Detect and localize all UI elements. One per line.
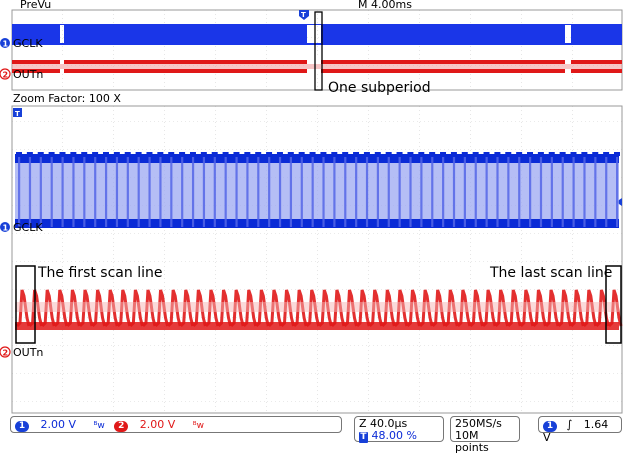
svg-text:T: T [15, 110, 20, 118]
overview-ch2-marker: 2 [0, 68, 11, 80]
trigger-settings[interactable]: 1 ∫ 1.64 V [538, 416, 622, 444]
trigger-pos-icon: T [359, 432, 368, 443]
svg-text:2: 2 [3, 349, 9, 358]
trigger-level: 1.64 V [543, 418, 609, 444]
svg-text:1: 1 [3, 224, 9, 233]
zoom-ch2-name: OUTn [13, 346, 43, 359]
horizontal-settings[interactable]: Z 40.0µs T 48.00 % [354, 416, 444, 443]
vertical-settings[interactable]: 1 2.00 V ᴮw 2 2.00 V ᴮw [10, 416, 342, 433]
subperiod-label: One subperiod [328, 80, 431, 96]
sample-rate: 250MS/s [455, 417, 502, 430]
overview-outn-trace [12, 58, 622, 74]
mode-label: PreVu [20, 0, 51, 11]
svg-text:2: 2 [3, 71, 9, 80]
ch2-badge: 2 [114, 421, 129, 432]
trigger-position: 48.00 % [371, 429, 417, 442]
zoom-outn-trace [15, 289, 623, 330]
svg-text:T: T [301, 11, 306, 19]
svg-text:1: 1 [3, 40, 9, 49]
last-scan-label: The last scan line [489, 265, 612, 281]
overview-gclk-trace [12, 24, 622, 45]
zoom-ch2-marker: 2 [0, 346, 11, 358]
first-scan-box [15, 265, 36, 344]
ch2-bandwidth-icon: ᴮw [192, 421, 205, 431]
trigger-channel-badge: 1 [543, 421, 557, 432]
zoom-ch1-name: GCLK [13, 221, 43, 234]
status-bar: 1 2.00 V ᴮw 2 2.00 V ᴮw Z 40.0µs T 48.00… [0, 414, 623, 454]
ch1-bandwidth-icon: ᴮw [93, 421, 105, 431]
overview-panel [11, 9, 623, 91]
overview-ch2-name: OUTn [13, 68, 43, 81]
zoom-time: Z 40.0µs [359, 417, 408, 430]
record-length: 10M points [455, 429, 489, 454]
ch1-volts: 2.00 V [40, 418, 77, 431]
rising-edge-icon: ∫ [566, 418, 573, 431]
subperiod-box [314, 11, 323, 91]
zoom-gclk-trace [15, 152, 620, 228]
oscilloscope-display: PreVu M 4.00ms T One subperiod 1 GCLK 2 … [0, 0, 623, 414]
zoom-trigger-marker: T [13, 108, 22, 118]
overview-ch1-name: GCLK [13, 37, 43, 50]
acquisition-settings[interactable]: 250MS/s 10M points [450, 416, 520, 454]
zoom-factor-label: Zoom Factor: 100 X [13, 92, 121, 105]
overview-ch1-marker: 1 [0, 38, 10, 49]
zoom-ch1-marker: 1 [0, 222, 10, 233]
timebase-label: M 4.00ms [358, 0, 412, 11]
first-scan-label: The first scan line [37, 265, 162, 281]
ch2-volts: 2.00 V [139, 418, 176, 431]
overview-trigger-marker: T [299, 10, 309, 20]
last-scan-box [605, 265, 622, 344]
ch1-badge: 1 [15, 421, 29, 432]
